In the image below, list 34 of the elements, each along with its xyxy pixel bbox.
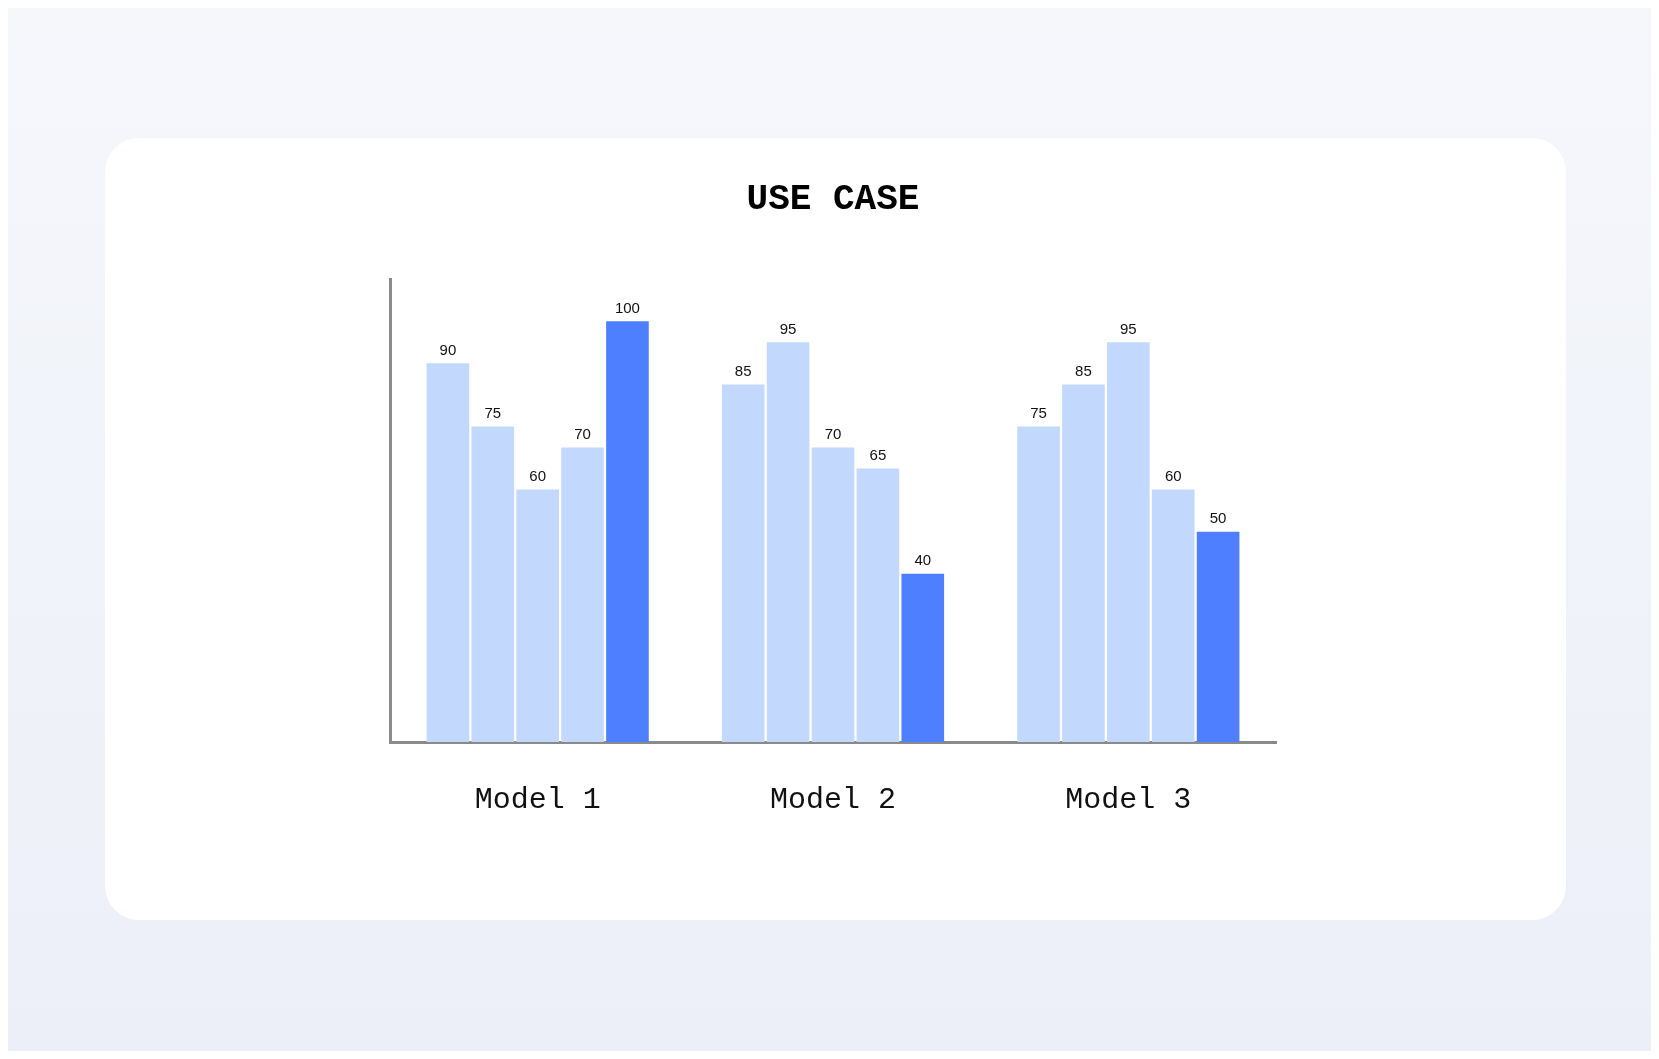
data-label: 60 [1164,467,1182,485]
data-label: 95 [1119,319,1137,337]
bar [1196,531,1240,742]
bar [901,573,945,742]
bar [471,426,515,742]
bar [1062,384,1105,742]
data-label: 75 [484,404,502,422]
data-label: 70 [574,425,591,443]
x-tick-label: Model 1 [474,782,601,817]
bar [1107,342,1150,742]
data-label: 70 [824,425,842,443]
data-label: 60 [529,467,547,485]
data-label: 85 [1075,362,1092,380]
data-label: 100 [614,298,640,316]
bar [426,363,470,742]
data-label: 65 [869,446,887,464]
bar [811,447,855,742]
data-label: 75 [1030,404,1047,422]
data-label: 40 [914,551,932,569]
data-label: 95 [779,319,797,337]
bar [561,447,604,742]
bar [1151,489,1195,742]
data-label: 90 [439,340,457,358]
data-label: 50 [1209,509,1227,527]
bar [766,342,810,742]
x-tick-label: Model 2 [769,782,897,817]
bar [516,489,559,742]
bar [1017,426,1060,742]
bar [721,384,765,742]
x-tick-label: Model 3 [1065,782,1192,817]
chart-title: USE CASE [746,178,920,220]
data-label: 85 [734,362,752,380]
bar [606,321,649,742]
bar [856,468,900,742]
